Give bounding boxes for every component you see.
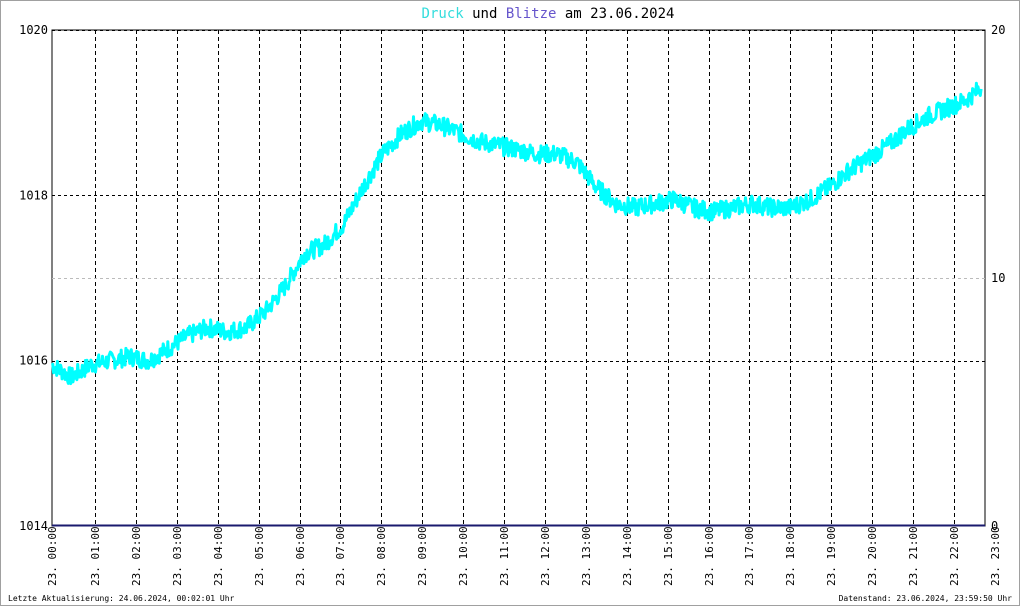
x-tick-label: 23. 07:00 [334,526,347,586]
x-tick-label: 23. 22:00 [948,526,961,586]
footer-data-status: Datenstand: 23.06.2024, 23:59:50 Uhr [838,594,1012,603]
x-tick-label: 23. 09:00 [416,526,429,586]
y-right-tick-label: 20 [991,23,1005,37]
x-tick-label: 23. 21:00 [907,526,920,586]
footer-last-update: Letzte Aktualisierung: 24.06.2024, 00:02… [8,594,235,603]
grid [51,29,986,527]
x-tick-label: 23. 00:00 [46,526,59,586]
y-left-tick-label: 1014 [19,519,48,533]
y-right-tick-label: 10 [991,271,1005,285]
y-left-tick-label: 1020 [19,23,48,37]
x-tick-label: 23. 04:00 [212,526,225,586]
y-axis-right: 0 10 20 [991,23,1005,533]
title-blitze: Blitze [506,6,557,22]
x-tick-label: 23. 20:00 [866,526,879,586]
x-tick-label: 23. 10:00 [457,526,470,586]
x-tick-label: 23. 17:00 [743,526,756,586]
x-tick-label: 23. 18:00 [784,526,797,586]
chart-title: Druck und Blitze am 23.06.2024 [422,6,675,22]
y-right-tick-label: 0 [991,519,998,533]
x-tick-label: 23. 11:00 [498,526,511,586]
y-axis-left: 1014 1016 1018 1020 [19,23,48,533]
x-tick-label: 23. 06:00 [294,526,307,586]
x-tick-label: 23. 13:00 [580,526,593,586]
x-tick-label: 23. 15:00 [662,526,675,586]
series-layer [50,81,985,527]
x-tick-label: 23. 03:00 [171,526,184,586]
x-axis: 23. 00:00 23. 01:00 23. 02:00 23. 03:00 23. … [46,526,1002,586]
y-left-tick-label: 1018 [19,188,48,202]
x-tick-label: 23. 19:00 [825,526,838,586]
title-und: und [464,6,506,22]
x-tick-label: 23. 05:00 [253,526,266,586]
x-tick-label: 23. 12:00 [539,526,552,586]
x-tick-label: 23. 23:00 [989,526,1002,586]
x-tick-label: 23. 01:00 [89,526,102,586]
x-tick-label: 23. 16:00 [703,526,716,586]
title-druck: Druck [422,6,465,22]
series-druck-line [50,81,983,386]
title-date: am 23.06.2024 [556,6,674,22]
x-tick-label: 23. 02:00 [130,526,143,586]
x-tick-label: 23. 08:00 [375,526,388,586]
y-left-tick-label: 1016 [19,354,48,368]
x-tick-label: 23. 14:00 [621,526,634,586]
